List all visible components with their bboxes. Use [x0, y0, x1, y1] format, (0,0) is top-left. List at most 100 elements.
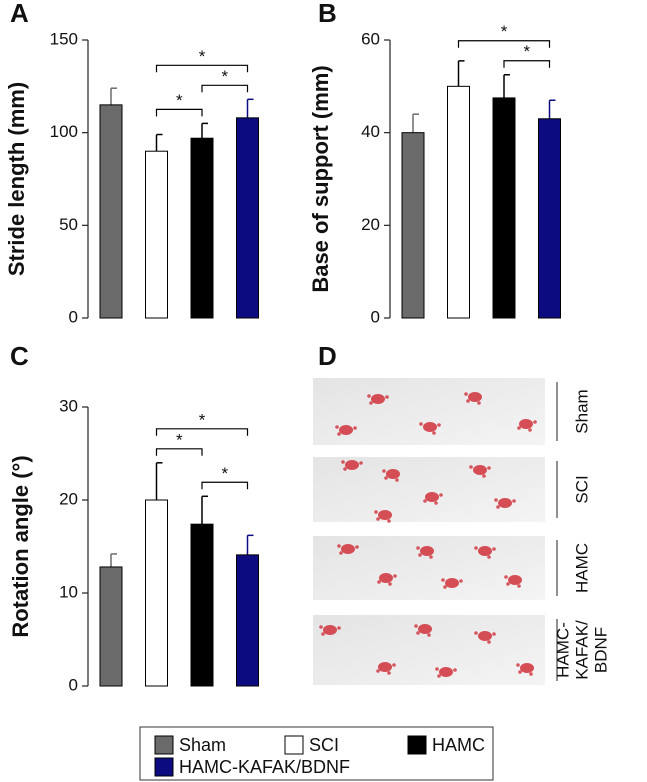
footprint-toe	[437, 423, 441, 427]
legend-swatch	[284, 735, 304, 755]
y-axis-label: Rotation angle (°)	[8, 455, 33, 637]
footprint-toe	[529, 672, 533, 676]
footprint-toe	[441, 578, 445, 582]
footprint-toe	[392, 663, 396, 667]
legend-label: Sham	[179, 735, 226, 755]
y-tick-label: 20	[361, 215, 380, 234]
footprint-toe	[512, 499, 516, 503]
footprint-toe	[416, 546, 420, 550]
footprint	[378, 662, 392, 672]
footprint-toe	[414, 624, 418, 628]
y-tick-label: 50	[59, 215, 78, 234]
footprint-toe	[496, 505, 500, 509]
bar	[236, 117, 259, 319]
significance-label: *	[523, 42, 530, 61]
footprint-toe	[517, 426, 521, 430]
legend-swatch	[407, 735, 427, 755]
footprint	[439, 667, 453, 677]
bar	[190, 523, 214, 687]
footprint-toe	[388, 582, 392, 586]
footprint	[371, 394, 385, 404]
footprint-toe	[395, 478, 399, 482]
y-tick-label: 0	[69, 675, 78, 694]
footprint-toe	[355, 545, 359, 549]
footprint-toe	[369, 401, 373, 405]
row-label: HAMC-	[553, 622, 572, 678]
footprint-toe	[464, 392, 468, 396]
significance-label: *	[221, 464, 228, 483]
footprint-toe	[343, 467, 347, 471]
footprint-photo	[313, 378, 545, 445]
significance-label: *	[199, 47, 206, 66]
footprint-toe	[418, 553, 422, 557]
footprint-toe	[435, 667, 439, 671]
footprint-toe	[474, 546, 478, 550]
footprint-toe	[487, 555, 491, 559]
footprint-toe	[419, 422, 423, 426]
footprint-toe	[528, 428, 532, 432]
bar	[145, 150, 168, 319]
footprint-toe	[492, 632, 496, 636]
footprint-toe	[429, 555, 433, 559]
footprint-toe	[533, 420, 537, 424]
footprint-toe	[385, 395, 389, 399]
significance-label: *	[501, 22, 508, 41]
row-label: Sham	[572, 389, 591, 433]
bar	[99, 566, 123, 687]
footprint-toe	[477, 401, 481, 405]
footprint	[519, 419, 533, 429]
bar	[236, 554, 259, 687]
row-label: BDNF	[591, 627, 610, 673]
footprint-toe	[474, 631, 478, 635]
footprint-toe	[459, 579, 463, 583]
significance-bracket	[201, 481, 249, 490]
footprint	[478, 631, 492, 641]
footprint	[378, 510, 392, 520]
legend-swatch	[154, 735, 174, 755]
bar	[401, 132, 425, 319]
footprint	[345, 460, 359, 470]
panel-label: D	[318, 341, 337, 371]
panel-label: A	[10, 0, 29, 28]
footprint	[323, 625, 337, 635]
footprint	[520, 663, 534, 673]
footprint	[339, 425, 353, 435]
footprint-toe	[387, 671, 391, 675]
footprint-toe	[423, 499, 427, 503]
footprint-toe	[353, 426, 357, 430]
footprint-toe	[516, 663, 520, 667]
footprint-toe	[321, 632, 325, 636]
y-tick-label: 20	[59, 489, 78, 508]
footprint	[341, 544, 355, 554]
footprint-toe	[337, 432, 341, 436]
footprint-toe	[469, 465, 473, 469]
footprint-toe	[487, 466, 491, 470]
footprint	[473, 465, 487, 475]
footprint	[420, 546, 434, 556]
y-tick-label: 150	[50, 29, 78, 48]
footprint-toe	[434, 501, 438, 505]
y-tick-label: 0	[371, 307, 380, 326]
footprint-toe	[335, 425, 339, 429]
footprint	[425, 492, 439, 502]
legend-label: HAMC	[432, 735, 485, 755]
footprint-toe	[382, 469, 386, 473]
y-tick-label: 100	[50, 122, 78, 141]
bar	[447, 85, 470, 319]
footprint-toe	[517, 584, 521, 588]
significance-bracket	[155, 448, 203, 456]
footprint	[508, 575, 522, 585]
footprint-toe	[387, 519, 391, 523]
footprint-toe	[432, 431, 436, 435]
footprint-toe	[337, 544, 341, 548]
footprint-toe	[376, 669, 380, 673]
row-label: HAMC	[572, 543, 591, 593]
footprint	[379, 573, 393, 583]
footprint	[445, 578, 459, 588]
significance-label: *	[176, 430, 183, 449]
footprint-toe	[377, 580, 381, 584]
legend-label: SCI	[309, 735, 339, 755]
bar	[538, 118, 561, 319]
footprint-toe	[374, 510, 378, 514]
